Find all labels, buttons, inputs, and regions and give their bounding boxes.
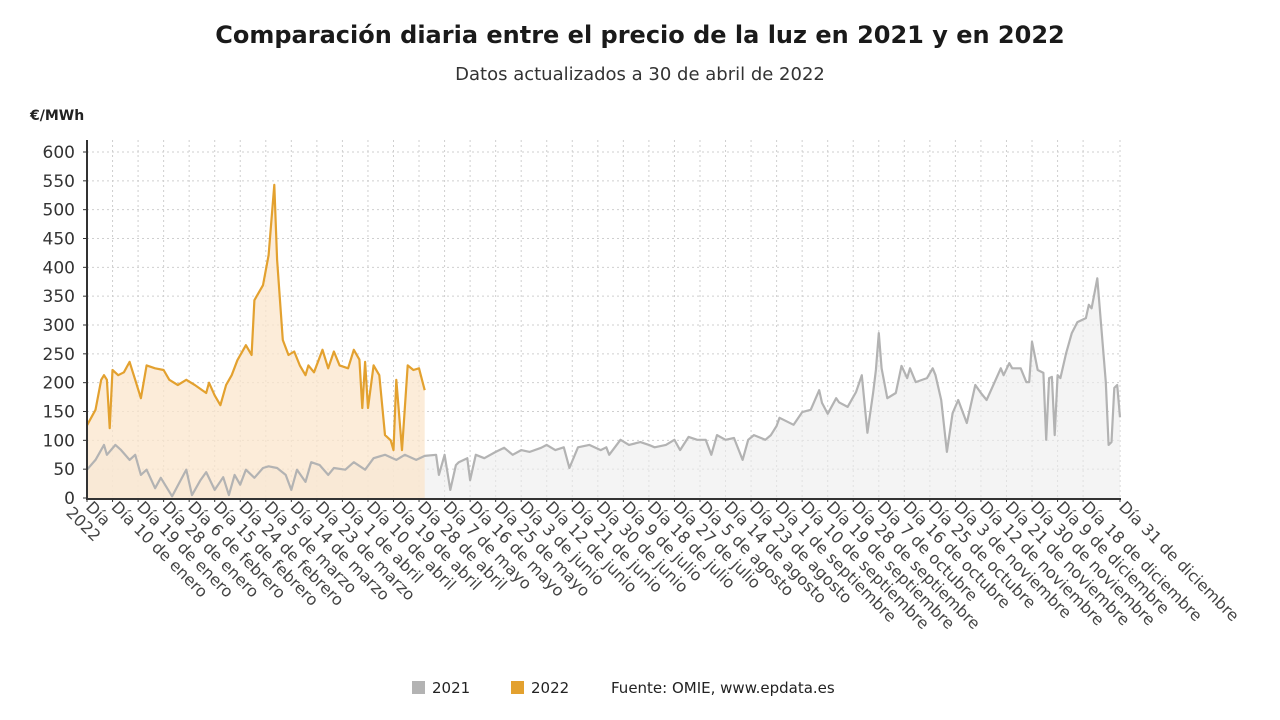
line-2021 [86, 277, 1122, 498]
legend-label-2021: 2021 [432, 679, 470, 697]
y-tick-label: 300 [43, 316, 75, 336]
y-tick-label: 100 [43, 431, 75, 451]
y-tick-label: 600 [43, 143, 75, 163]
chart-subtitle: Datos actualizados a 30 de abril de 2022 [455, 64, 825, 85]
y-tick-label: 200 [43, 374, 75, 394]
y-tick-label: 350 [43, 287, 75, 307]
y-axis-unit: €/MWh [29, 108, 84, 124]
area-2022 [87, 184, 425, 498]
legend-swatch-2022 [511, 681, 524, 694]
legend-label-2022: 2022 [531, 679, 569, 697]
source-note: Fuente: OMIE, www.epdata.es [611, 679, 835, 697]
y-tick-label: 500 [43, 201, 75, 221]
chart-title: Comparación diaria entre el precio de la… [215, 21, 1064, 49]
y-tick-label: 400 [43, 258, 75, 278]
y-tick-label: 250 [43, 345, 75, 365]
y-tick-label: 150 [43, 403, 75, 423]
y-axis-ticks: 0 50 100 150 200 250 300 350 400 450 500 550 600 [43, 143, 87, 509]
y-tick-label: 450 [43, 230, 75, 250]
y-tick-label: 50 [53, 460, 75, 480]
legend: 2021 2022 Fuente: OMIE, www.epdata.es [412, 679, 835, 697]
series-lines [86, 183, 1122, 498]
series-areas [87, 184, 1120, 498]
legend-swatch-2021 [412, 681, 425, 694]
line-2022 [86, 183, 426, 452]
y-tick-label: 550 [43, 172, 75, 192]
area-2021 [87, 278, 1120, 498]
y-tick-label: 0 [64, 489, 75, 509]
